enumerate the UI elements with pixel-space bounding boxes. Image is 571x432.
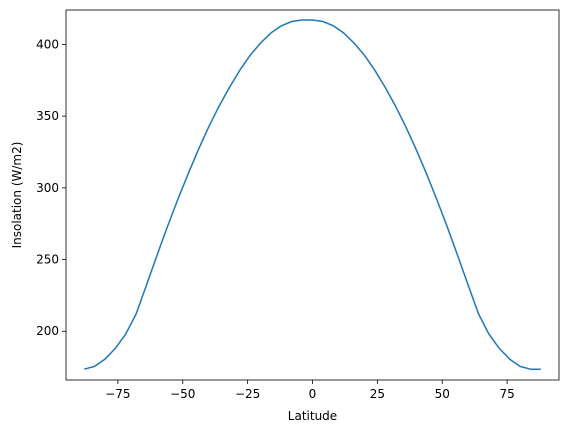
y-axis-label: Insolation (W/m2) — [10, 142, 24, 249]
x-tick-label: 50 — [435, 387, 450, 401]
x-tick-label: −25 — [235, 387, 260, 401]
plot-frame — [65, 9, 560, 381]
y-tick-label: 350 — [36, 109, 59, 123]
y-tick-label: 200 — [36, 324, 59, 338]
x-tick-label: 75 — [499, 387, 514, 401]
x-tick-label: 0 — [309, 387, 317, 401]
insolation-line — [84, 19, 541, 370]
y-axis: 200 250 300 350 400 — [36, 37, 66, 338]
x-tick-label: −75 — [105, 387, 130, 401]
x-axis: −75 −50 −25 0 25 50 75 — [105, 380, 515, 401]
y-tick-label: 400 — [36, 37, 59, 51]
x-tick-label: 25 — [370, 387, 385, 401]
y-tick-label: 250 — [36, 253, 59, 267]
y-tick-label: 300 — [36, 181, 59, 195]
x-axis-label: Latitude — [288, 409, 337, 423]
x-tick-label: −50 — [170, 387, 195, 401]
plot-area — [84, 19, 541, 370]
